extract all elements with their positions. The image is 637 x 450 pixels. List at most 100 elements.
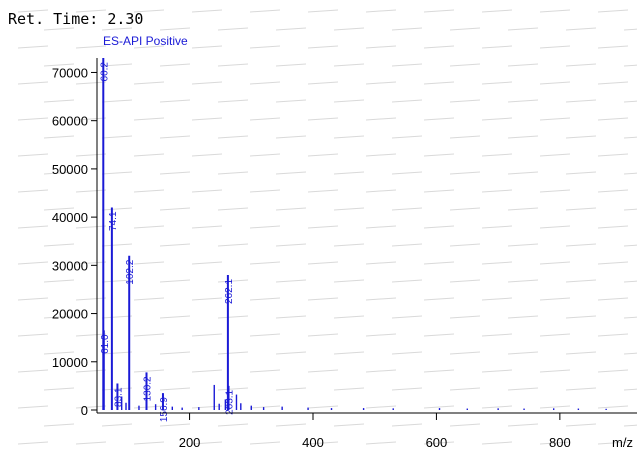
watermark-stroke-125 xyxy=(275,207,307,211)
watermark-stroke-103 xyxy=(275,171,307,175)
watermark-stroke-43 xyxy=(623,64,637,67)
watermark-stroke-86 xyxy=(565,135,597,139)
watermark-stroke-36 xyxy=(217,63,249,67)
watermark-stroke-270 xyxy=(365,441,397,445)
watermark-stroke-234 xyxy=(217,387,249,391)
watermark-stroke-112 xyxy=(133,189,165,193)
watermark-stroke-205 xyxy=(423,333,455,337)
watermark-stroke-149 xyxy=(391,243,423,247)
watermark-stroke-84 xyxy=(449,135,481,139)
watermark-stroke-10 xyxy=(597,9,629,13)
watermark-stroke-136 xyxy=(249,225,281,229)
watermark-stroke-70 xyxy=(249,117,281,121)
watermark-stroke-135 xyxy=(191,225,223,229)
watermark-stroke-137 xyxy=(307,225,339,229)
peak-label-3: 83.1 xyxy=(113,387,124,407)
watermark-stroke-220 xyxy=(17,369,49,373)
watermark-stroke-13 xyxy=(159,27,191,31)
watermark-stroke-229 xyxy=(539,369,571,373)
watermark-stroke-130 xyxy=(565,207,597,211)
watermark-stroke-54 xyxy=(597,81,629,85)
watermark-stroke-62 xyxy=(449,99,481,103)
watermark-stroke-246 xyxy=(249,405,281,409)
watermark-stroke-214 xyxy=(333,351,365,355)
watermark-stroke-203 xyxy=(307,333,339,337)
watermark-stroke-147 xyxy=(275,243,307,247)
watermark-stroke-230 xyxy=(597,369,629,373)
watermark-stroke-207 xyxy=(539,333,571,337)
watermark-stroke-105 xyxy=(391,171,423,175)
watermark-stroke-165 xyxy=(43,279,75,283)
watermark-stroke-192 xyxy=(333,315,365,319)
watermark-stroke-42 xyxy=(565,63,597,67)
watermark-stroke-128 xyxy=(449,207,481,211)
watermark-stroke-26 xyxy=(249,45,281,49)
watermark-stroke-235 xyxy=(275,387,307,391)
watermark-stroke-269 xyxy=(307,441,339,445)
watermark-stroke-7 xyxy=(423,9,455,13)
watermark-stroke-0 xyxy=(17,9,49,13)
watermark-stroke-222 xyxy=(133,369,165,373)
watermark-stroke-131 xyxy=(623,208,637,211)
watermark-stroke-179 xyxy=(191,297,223,301)
watermark-stroke-210 xyxy=(101,351,133,355)
watermark-stroke-167 xyxy=(159,279,191,283)
watermark-stroke-3 xyxy=(191,9,223,13)
watermark-stroke-141 xyxy=(539,225,571,229)
watermark-stroke-104 xyxy=(333,171,365,175)
watermark-stroke-77 xyxy=(43,135,75,139)
watermark-stroke-259 xyxy=(391,423,423,427)
watermark-stroke-255 xyxy=(159,423,191,427)
watermark-stroke-194 xyxy=(449,315,481,319)
watermark-stroke-242 xyxy=(17,405,49,409)
watermark-stroke-157 xyxy=(191,261,223,265)
watermark-stroke-33 xyxy=(43,63,75,67)
y-tick-label-5: 50000 xyxy=(52,162,88,177)
watermark-stroke-193 xyxy=(391,315,423,319)
watermark-stroke-93 xyxy=(307,153,339,157)
watermark-stroke-132 xyxy=(17,225,49,229)
watermark-stroke-236 xyxy=(333,387,365,391)
watermark-stroke-15 xyxy=(275,27,307,31)
watermark-stroke-199 xyxy=(75,333,107,337)
watermark-stroke-258 xyxy=(333,423,365,427)
watermark-stroke-102 xyxy=(217,171,249,175)
watermark-stroke-94 xyxy=(365,153,397,157)
watermark-stroke-5 xyxy=(307,9,339,13)
watermark-stroke-50 xyxy=(365,81,397,85)
peak-label-0: 60.2 xyxy=(99,62,110,82)
watermark-stroke-245 xyxy=(191,405,223,409)
peak-label-8: 263.1 xyxy=(225,389,236,414)
watermark-stroke-35 xyxy=(159,63,191,67)
watermark-stroke-243 xyxy=(75,405,107,409)
watermark-stroke-109 xyxy=(623,172,637,175)
watermark-stroke-117 xyxy=(423,189,455,193)
watermark-stroke-2 xyxy=(133,9,165,13)
watermark-stroke-204 xyxy=(365,333,397,337)
watermark-stroke-79 xyxy=(159,135,191,139)
watermark-stroke-46 xyxy=(133,81,165,85)
watermark-stroke-173 xyxy=(507,279,539,283)
watermark-stroke-172 xyxy=(449,279,481,283)
watermark-stroke-183 xyxy=(423,297,455,301)
watermark-stroke-261 xyxy=(507,423,539,427)
watermark-stroke-20 xyxy=(565,27,597,31)
watermark-stroke-99 xyxy=(43,171,75,175)
watermark-stroke-106 xyxy=(449,171,481,175)
watermark-stroke-100 xyxy=(101,171,133,175)
watermark-stroke-40 xyxy=(449,63,481,67)
watermark-stroke-45 xyxy=(75,81,107,85)
watermark-stroke-73 xyxy=(423,117,455,121)
watermark-stroke-169 xyxy=(275,279,307,283)
watermark-stroke-59 xyxy=(275,99,307,103)
watermark-stroke-156 xyxy=(133,261,165,265)
watermark-stroke-78 xyxy=(101,135,133,139)
watermark-stroke-18 xyxy=(449,27,481,31)
watermark-stroke-53 xyxy=(539,81,571,85)
watermark-pattern xyxy=(17,9,637,445)
peak-label-4: 102.2 xyxy=(125,259,136,284)
watermark-stroke-64 xyxy=(565,99,597,103)
watermark-stroke-216 xyxy=(449,351,481,355)
watermark-stroke-55 xyxy=(43,99,75,103)
